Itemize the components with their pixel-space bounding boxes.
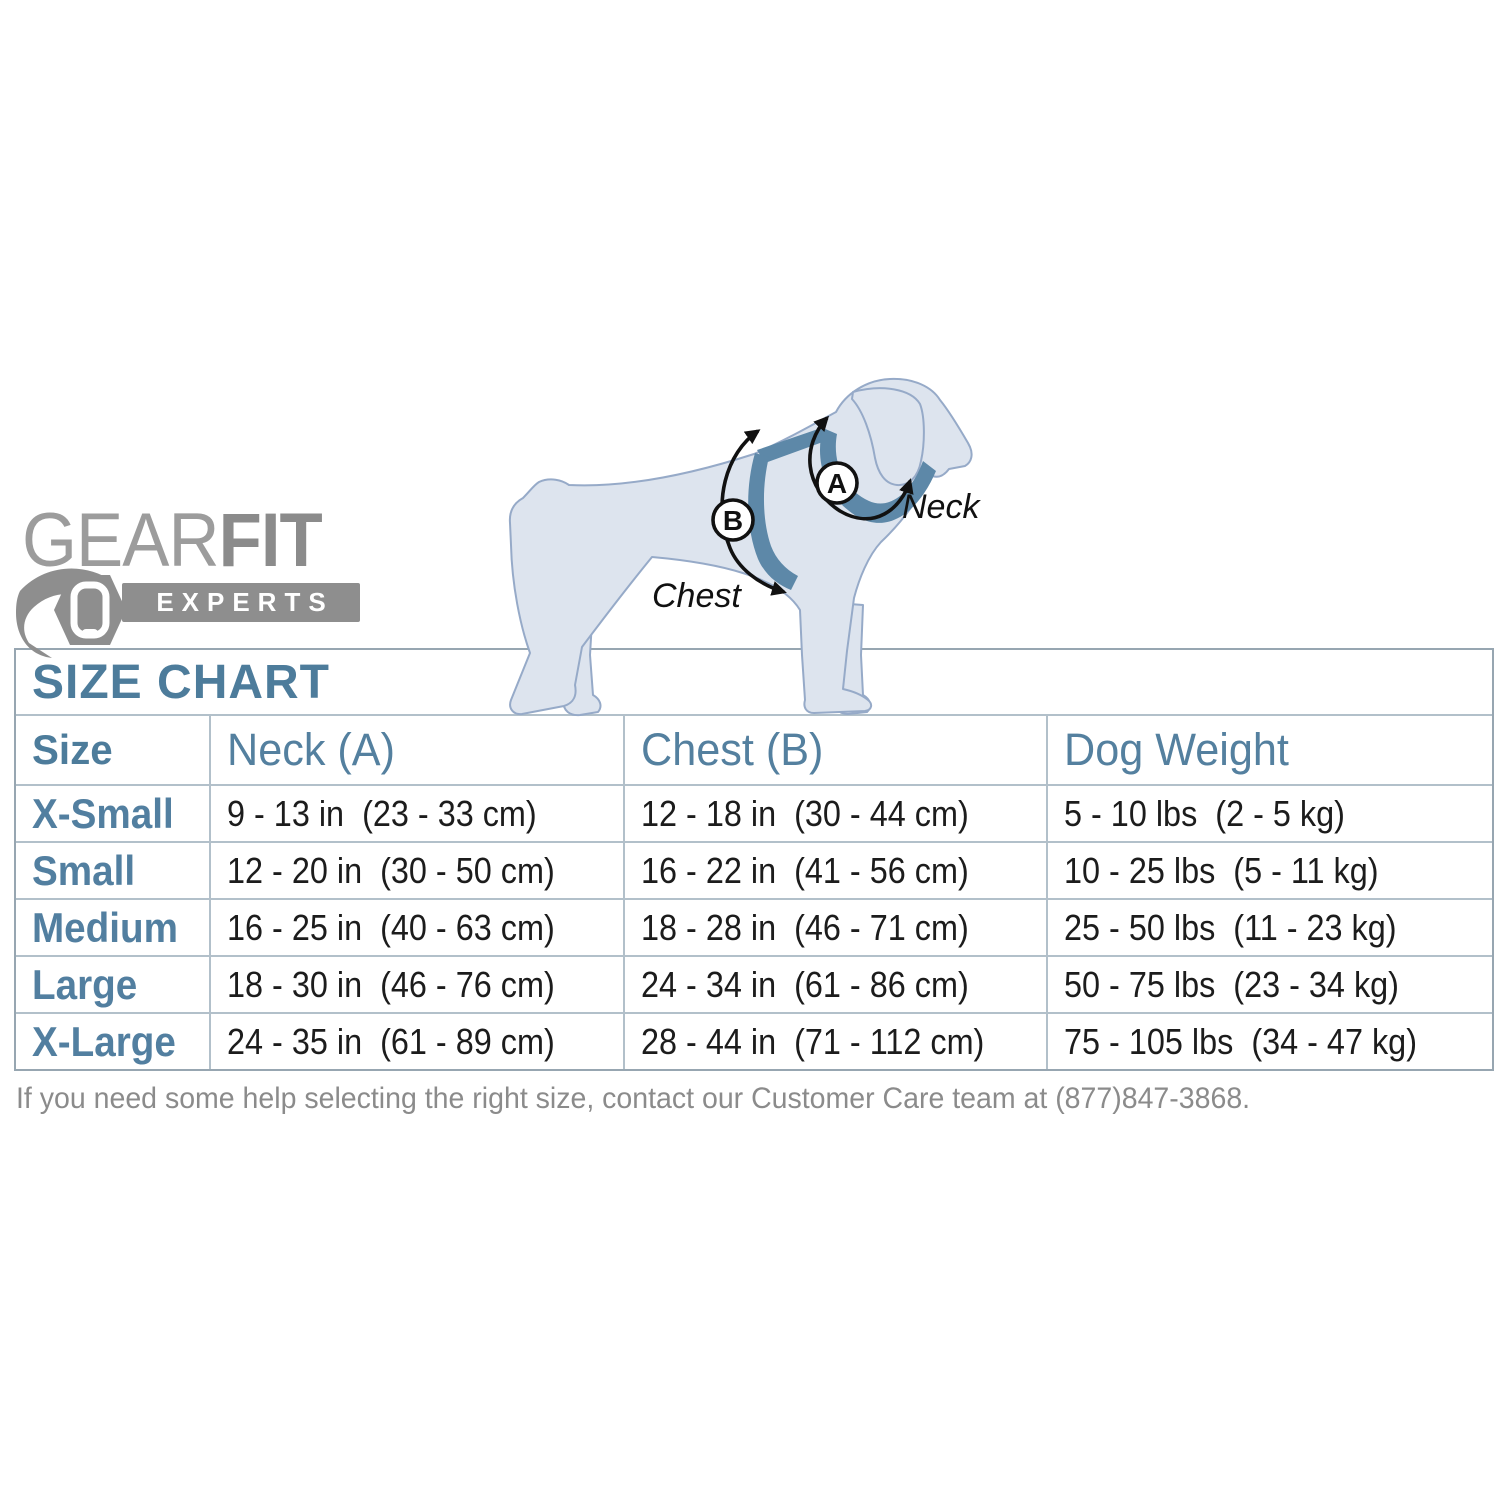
logo-experts-badge: EXPERTS: [122, 583, 360, 622]
logo-fit-text: FIT: [218, 498, 323, 583]
neck-cell: 24 - 35 in (61 - 89 cm): [209, 1014, 623, 1069]
logo-wordmark: GEARFIT: [22, 503, 323, 579]
size-cell: Medium: [32, 903, 178, 951]
table-row-large: Large 18 - 30 in (46 - 76 cm) 24 - 34 in…: [16, 957, 1492, 1014]
weight-cell: 75 - 105 lbs (34 - 47 kg): [1046, 1014, 1492, 1069]
chest-label: Chest: [652, 577, 742, 615]
neck-cell: 16 - 25 in (40 - 63 cm): [209, 900, 623, 955]
chest-cell: 28 - 44 in (71 - 112 cm): [623, 1014, 1046, 1069]
chest-measure-arc: [720, 429, 787, 596]
size-chart-title-row: SIZE CHART: [16, 650, 1492, 716]
point-b-label: B: [723, 505, 743, 536]
size-cell: Small: [32, 846, 136, 894]
point-a-label: A: [827, 468, 847, 499]
point-b-badge: [711, 498, 755, 542]
weight-cell: 5 - 10 lbs (2 - 5 kg): [1046, 786, 1492, 841]
neck-measure-arc: [808, 415, 914, 521]
table-row-small: Small 12 - 20 in (30 - 50 cm) 16 - 22 in…: [16, 843, 1492, 900]
table-row-medium: Medium 16 - 25 in (40 - 63 cm) 18 - 28 i…: [16, 900, 1492, 957]
neck-cell: 12 - 20 in (30 - 50 cm): [209, 843, 623, 898]
chest-cell: 12 - 18 in (30 - 44 cm): [623, 786, 1046, 841]
size-chart-header-row: Size Neck (A) Chest (B) Dog Weight: [16, 716, 1492, 786]
table-row-xlarge: X-Large 24 - 35 in (61 - 89 cm) 28 - 44 …: [16, 1014, 1492, 1069]
chest-cell: 24 - 34 in (61 - 86 cm): [623, 957, 1046, 1012]
logo-gear-text: GEAR: [22, 498, 220, 583]
chest-cell: 16 - 22 in (41 - 56 cm): [623, 843, 1046, 898]
header-cell-neck: Neck (A): [209, 716, 623, 784]
logo-experts-text: EXPERTS: [156, 587, 334, 617]
dog-harness-svg: B A Chest Neck: [508, 377, 981, 717]
gearfit-logo: GEARFIT EXPERTS: [16, 503, 402, 663]
size-cell: X-Small: [32, 789, 174, 837]
weight-cell: 50 - 75 lbs (23 - 34 kg): [1046, 957, 1492, 1012]
size-chart-table: SIZE CHART Size Neck (A) Chest (B) Dog W…: [14, 648, 1494, 1071]
neck-label: Neck: [902, 488, 981, 526]
size-chart-title: SIZE CHART: [32, 655, 330, 709]
size-cell: Large: [32, 960, 138, 1008]
collar-buckle-icon: [16, 568, 126, 658]
point-a-badge: [815, 461, 859, 505]
neck-cell: 18 - 30 in (46 - 76 cm): [209, 957, 623, 1012]
neck-cell: 9 - 13 in (23 - 33 cm): [209, 786, 623, 841]
header-cell-chest: Chest (B): [623, 716, 1046, 784]
dog-harness-diagram: B A Chest Neck: [490, 355, 1000, 725]
table-row-xsmall: X-Small 9 - 13 in (23 - 33 cm) 12 - 18 i…: [16, 786, 1492, 843]
weight-cell: 25 - 50 lbs (11 - 23 kg): [1046, 900, 1492, 955]
header-cell-weight: Dog Weight: [1046, 716, 1492, 784]
chest-cell: 18 - 28 in (46 - 71 cm): [623, 900, 1046, 955]
header-cell-size: Size: [32, 726, 113, 773]
weight-cell: 10 - 25 lbs (5 - 11 kg): [1046, 843, 1492, 898]
customer-care-note: If you need some help selecting the righ…: [16, 1082, 1251, 1115]
size-cell: X-Large: [32, 1017, 176, 1065]
